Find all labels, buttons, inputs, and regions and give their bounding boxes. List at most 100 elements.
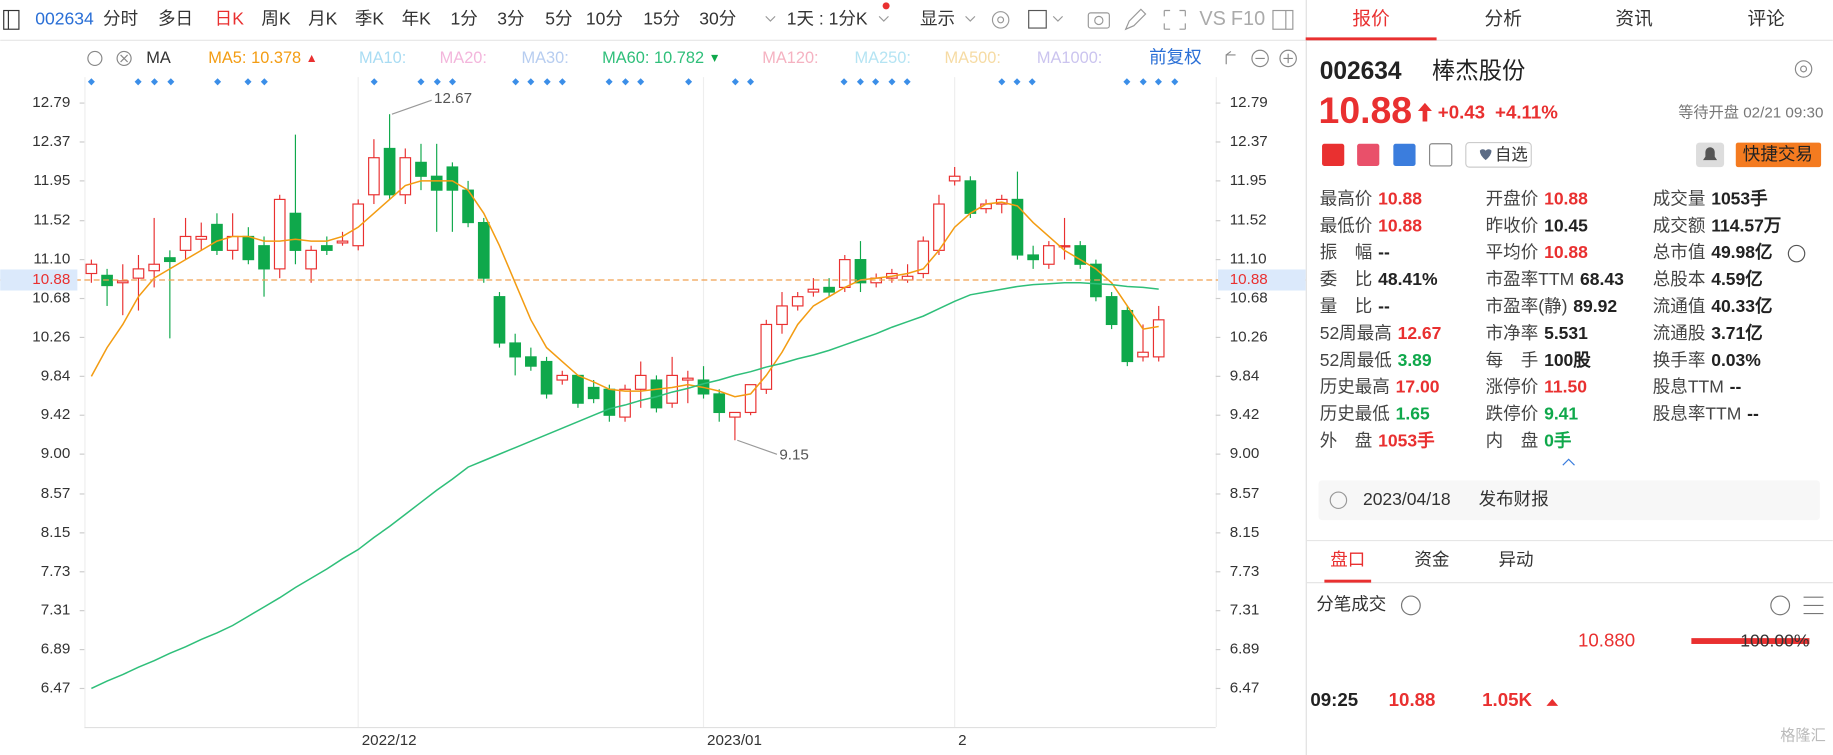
event-marker[interactable] <box>637 78 645 86</box>
trade-button[interactable] <box>1735 142 1822 168</box>
period-tab[interactable]: 5分 <box>545 8 572 28</box>
chevron[interactable] <box>1052 15 1064 22</box>
zoom-out-icon[interactable] <box>1251 49 1269 68</box>
event-marker[interactable] <box>449 78 457 86</box>
event-marker[interactable] <box>214 78 222 86</box>
ma-legend-value: 10.378 <box>251 49 301 67</box>
notice-text[interactable]: 发布财报 <box>1479 489 1549 509</box>
period-tab[interactable]: 分时 <box>103 8 138 28</box>
event-marker[interactable] <box>998 78 1006 86</box>
period-tab[interactable]: 30分 <box>699 8 736 28</box>
chevron[interactable] <box>765 15 776 22</box>
display-select[interactable]: 显示 <box>920 8 955 28</box>
period-tab[interactable]: 10分 <box>586 8 623 28</box>
camera-icon[interactable] <box>1087 12 1110 29</box>
ma-legend-name: MA10: <box>359 49 406 67</box>
event-marker[interactable] <box>527 78 535 86</box>
range-select[interactable]: 1天 : 1分K <box>787 8 868 28</box>
y-tick-label-right: 10.26 <box>1230 328 1268 345</box>
event-marker[interactable] <box>731 78 739 86</box>
panel-subtab[interactable]: 资金 <box>1414 550 1450 570</box>
tag-icon[interactable] <box>1393 143 1416 166</box>
more-icon[interactable] <box>1787 244 1806 263</box>
event-marker[interactable] <box>888 78 896 86</box>
ticks-info-icon[interactable] <box>1400 595 1421 616</box>
watch-button[interactable] <box>1465 142 1532 168</box>
vs-button[interactable]: VS <box>1199 8 1226 30</box>
ma-trend-arrow <box>308 54 316 62</box>
event-marker[interactable] <box>417 78 425 86</box>
event-marker[interactable] <box>1123 78 1131 86</box>
zoom-in-icon[interactable] <box>1279 49 1297 68</box>
event-marker[interactable] <box>621 78 629 86</box>
chevron[interactable] <box>878 15 889 22</box>
event-marker[interactable] <box>747 78 755 86</box>
period-tab[interactable]: 多日 <box>158 8 193 28</box>
candle-body <box>446 166 459 191</box>
fullscreen-icon[interactable] <box>1163 9 1186 30</box>
event-marker[interactable] <box>856 78 864 86</box>
ma-close-icon[interactable] <box>116 50 132 67</box>
high-leader <box>391 99 432 115</box>
ticks-more-icon[interactable] <box>1770 595 1791 616</box>
event-marker[interactable] <box>685 78 693 86</box>
settings-icon[interactable] <box>991 11 1010 29</box>
panel-price: 10.88 <box>1319 89 1413 131</box>
event-marker[interactable] <box>1171 78 1179 86</box>
event-marker[interactable] <box>558 78 566 86</box>
event-marker[interactable] <box>244 78 252 86</box>
period-tab[interactable]: 月K <box>308 8 338 28</box>
event-marker[interactable] <box>543 78 551 86</box>
period-tab[interactable]: 周K <box>261 8 291 28</box>
notice-box[interactable] <box>1318 480 1820 521</box>
stat-value: 0手 <box>1544 430 1572 450</box>
event-marker[interactable] <box>840 78 848 86</box>
panel-subtab[interactable]: 盘口 <box>1330 550 1365 570</box>
reset-icon[interactable] <box>1225 50 1236 65</box>
event-marker[interactable] <box>87 78 95 86</box>
sidebar-icon[interactable] <box>1272 9 1294 30</box>
ticks-list-icon[interactable] <box>1803 596 1824 615</box>
flash-icon[interactable] <box>1357 143 1380 166</box>
collapse-icon[interactable] <box>1562 458 1575 466</box>
f10-button[interactable]: F10 <box>1231 8 1265 30</box>
stat-label: 成交量 <box>1653 188 1706 208</box>
ma-legend-name: MA500: <box>945 49 1001 67</box>
event-marker[interactable] <box>605 78 613 86</box>
chevron[interactable] <box>965 15 976 22</box>
panel-settings-icon[interactable] <box>1794 60 1813 78</box>
pencil-icon[interactable] <box>1124 8 1147 31</box>
price-up-arrow <box>1417 102 1432 122</box>
menu-icon[interactable] <box>3 9 20 30</box>
event-marker[interactable] <box>167 78 175 86</box>
period-tab[interactable]: 季K <box>355 8 385 28</box>
stat-label: 换手率 <box>1653 350 1706 370</box>
watch-label[interactable]: 自选 <box>1495 146 1528 164</box>
panel-tab[interactable]: 资讯 <box>1615 8 1653 29</box>
period-tab[interactable]: 15分 <box>643 8 680 28</box>
event-marker[interactable] <box>903 78 911 86</box>
event-marker[interactable] <box>260 78 268 86</box>
notice-date[interactable]: 2023/04/18 <box>1363 489 1451 509</box>
panel-tab[interactable]: 分析 <box>1485 8 1522 29</box>
event-marker[interactable] <box>150 78 158 86</box>
panel-tab[interactable]: 报价 <box>1352 8 1390 29</box>
panel-subtab[interactable]: 异动 <box>1499 550 1534 570</box>
period-tab[interactable]: 日K <box>215 8 245 28</box>
period-tab[interactable]: 年K <box>402 8 432 28</box>
event-marker[interactable] <box>134 78 142 86</box>
period-tab[interactable]: 3分 <box>497 8 524 28</box>
adjust-button[interactable]: 前复权 <box>1149 47 1202 67</box>
event-marker[interactable] <box>1013 78 1021 86</box>
doc-icon[interactable] <box>1428 143 1453 167</box>
panel-tab[interactable]: 评论 <box>1747 8 1785 29</box>
layout-icon[interactable] <box>1028 9 1047 29</box>
event-marker[interactable] <box>872 78 880 86</box>
trade-label[interactable]: 快捷交易 <box>1743 144 1813 164</box>
stat-value: 0.03% <box>1711 350 1761 370</box>
flag-icon[interactable] <box>1322 143 1345 166</box>
event-marker[interactable] <box>512 78 520 86</box>
ma-settings-icon[interactable] <box>87 50 103 67</box>
period-tab[interactable]: 1分 <box>451 8 478 28</box>
event-marker[interactable] <box>1139 78 1147 86</box>
